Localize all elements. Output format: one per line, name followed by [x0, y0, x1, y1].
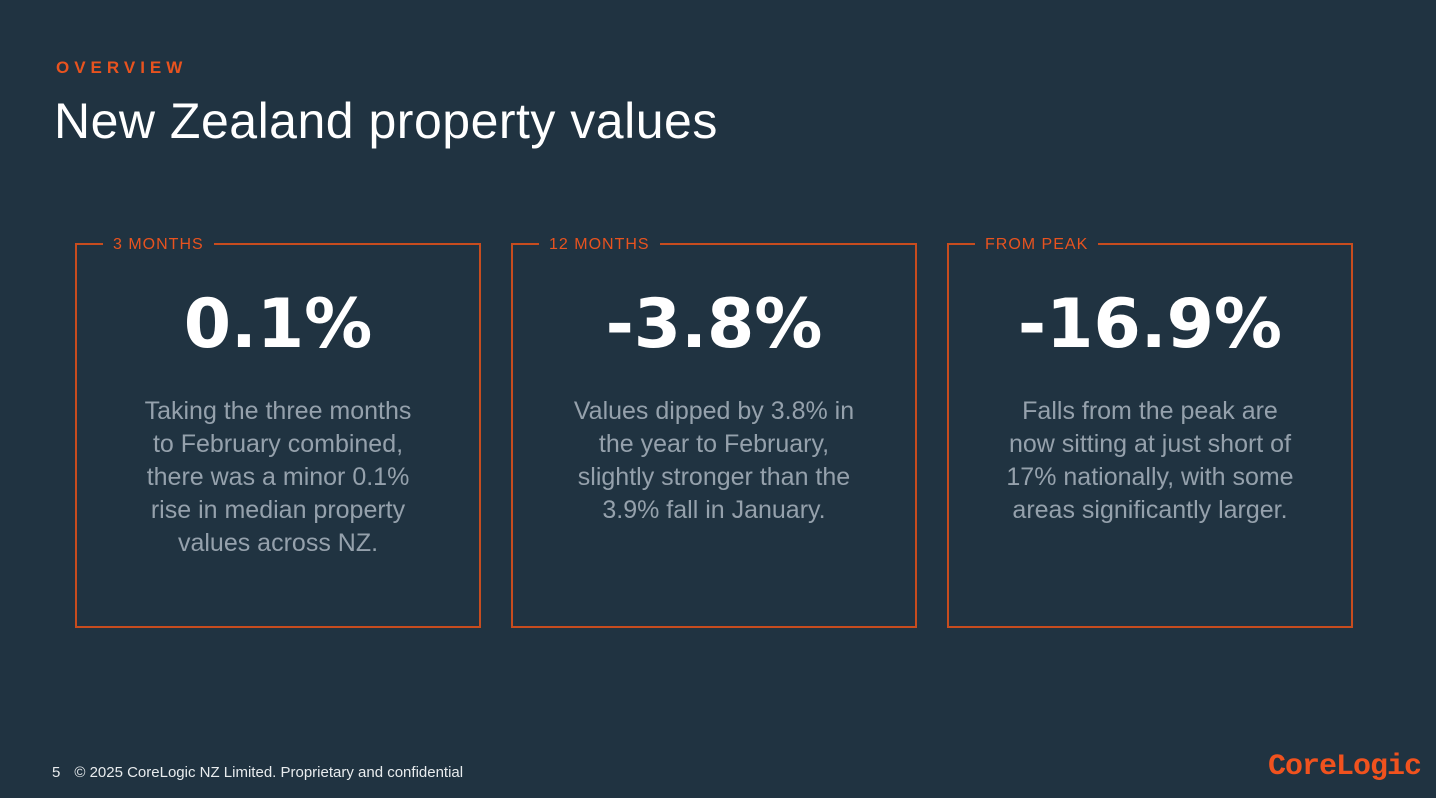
stat-card-description: Values dipped by 3.8% in the year to Feb… — [573, 397, 855, 524]
stat-card-12-months: 12 MONTHS -3.8% Values dipped by 3.8% in… — [511, 235, 917, 628]
copyright-text: © 2025 CoreLogic NZ Limited. Proprietary… — [74, 764, 464, 781]
stat-card-value: -3.8% — [605, 285, 823, 364]
stat-card-description: Falls from the peak are now sitting at j… — [1006, 397, 1294, 524]
stat-card-3-months: 3 MONTHS 0.1% Taking the three months to… — [75, 235, 481, 628]
stat-cards: 3 MONTHS 0.1% Taking the three months to… — [75, 235, 1353, 628]
section-eyebrow: OVERVIEW — [56, 58, 188, 77]
page-number: 5 — [52, 764, 61, 781]
stat-card-value: 0.1% — [183, 285, 373, 364]
stat-card-label: 12 MONTHS — [539, 235, 660, 254]
stat-card-value: -16.9% — [1017, 285, 1283, 364]
stat-card-label: FROM PEAK — [975, 235, 1099, 254]
slide-footer: 5 © 2025 CoreLogic NZ Limited. Proprieta… — [52, 765, 463, 780]
slide-title: New Zealand property values — [54, 93, 718, 149]
stat-card-description: Taking the three months to February comb… — [144, 397, 412, 557]
corelogic-logo: CoreLogic — [1267, 750, 1422, 784]
stat-card-from-peak: FROM PEAK -16.9% Falls from the peak are… — [947, 235, 1353, 628]
stat-card-label: 3 MONTHS — [103, 235, 214, 254]
